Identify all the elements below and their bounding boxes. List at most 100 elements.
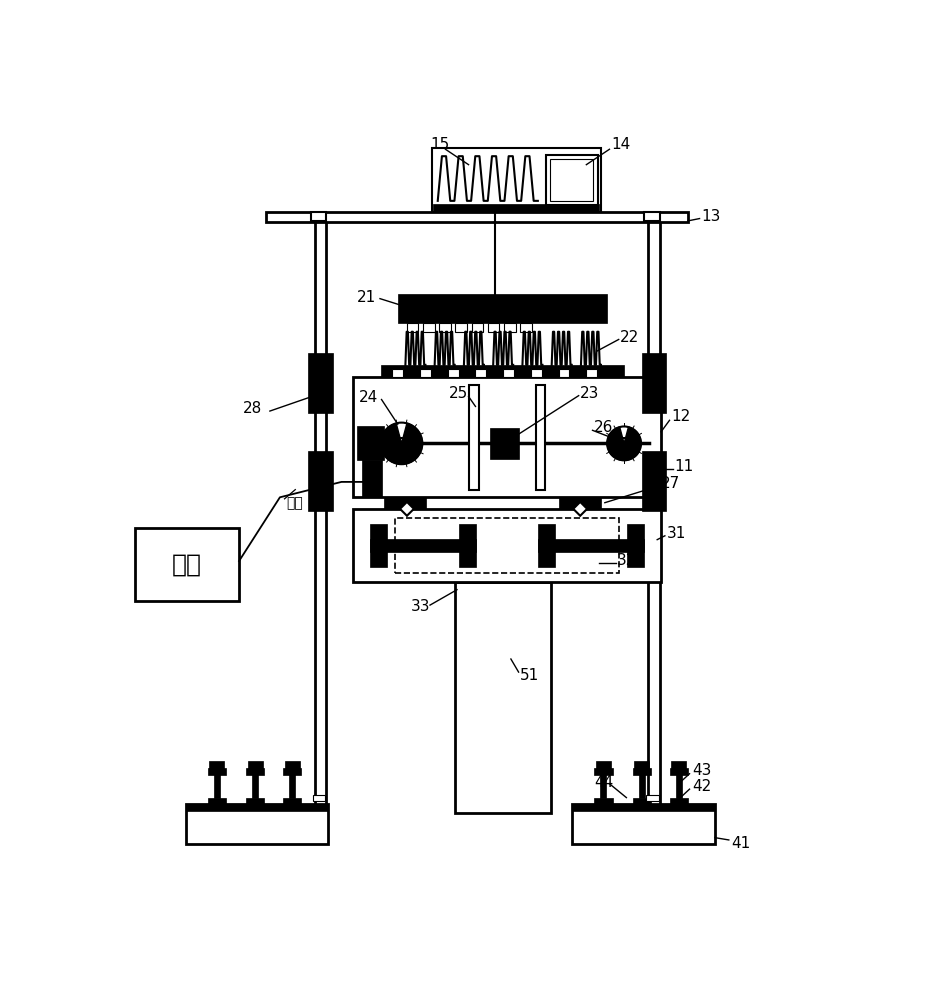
- Bar: [459, 524, 476, 567]
- Bar: [381, 365, 624, 377]
- Bar: [407, 323, 418, 332]
- Text: 28: 28: [243, 401, 262, 416]
- Text: 24: 24: [359, 390, 377, 405]
- Bar: [676, 768, 682, 798]
- Bar: [370, 524, 387, 567]
- Bar: [289, 768, 296, 798]
- Bar: [186, 804, 328, 844]
- Bar: [538, 539, 644, 552]
- Bar: [504, 323, 515, 332]
- Bar: [266, 212, 688, 222]
- Bar: [595, 761, 611, 770]
- Bar: [632, 798, 651, 804]
- Text: 43: 43: [692, 763, 711, 778]
- Bar: [531, 369, 541, 377]
- Bar: [669, 798, 688, 804]
- Bar: [671, 761, 687, 770]
- Bar: [559, 497, 601, 509]
- Bar: [246, 798, 264, 804]
- Bar: [362, 460, 382, 497]
- Bar: [639, 768, 645, 798]
- Polygon shape: [607, 427, 641, 460]
- Text: 27: 27: [661, 476, 680, 491]
- Bar: [285, 761, 300, 770]
- Bar: [313, 795, 325, 801]
- Bar: [536, 385, 545, 490]
- Bar: [353, 509, 661, 582]
- Bar: [559, 369, 569, 377]
- Bar: [208, 768, 226, 774]
- Bar: [208, 798, 226, 804]
- Bar: [488, 323, 500, 332]
- Bar: [600, 768, 606, 798]
- Bar: [353, 377, 661, 497]
- Text: 14: 14: [611, 137, 630, 152]
- Bar: [646, 795, 659, 801]
- Bar: [632, 768, 651, 774]
- Text: 25: 25: [450, 386, 468, 401]
- Polygon shape: [400, 502, 413, 516]
- Bar: [573, 804, 715, 844]
- Bar: [641, 451, 667, 511]
- Text: 26: 26: [594, 420, 614, 436]
- Bar: [384, 497, 426, 509]
- Bar: [503, 369, 514, 377]
- Bar: [476, 369, 487, 377]
- Bar: [357, 426, 384, 460]
- Bar: [448, 369, 459, 377]
- Text: 33: 33: [411, 599, 430, 614]
- Bar: [644, 212, 659, 221]
- Bar: [210, 761, 224, 770]
- Bar: [641, 353, 667, 413]
- Text: 41: 41: [731, 836, 750, 851]
- Polygon shape: [573, 502, 587, 516]
- Bar: [396, 518, 618, 573]
- Bar: [628, 524, 644, 567]
- Bar: [433, 204, 600, 212]
- Bar: [420, 369, 431, 377]
- Bar: [538, 524, 554, 567]
- Bar: [248, 761, 263, 770]
- Text: 11: 11: [674, 459, 693, 474]
- Text: 23: 23: [580, 386, 600, 401]
- Text: 44: 44: [594, 775, 614, 790]
- Text: 电线: 电线: [286, 496, 303, 510]
- Text: 22: 22: [620, 330, 640, 345]
- Bar: [398, 294, 607, 323]
- Bar: [594, 768, 613, 774]
- Bar: [469, 385, 478, 490]
- Bar: [186, 804, 328, 811]
- Bar: [246, 768, 264, 774]
- Text: 42: 42: [692, 779, 711, 794]
- Bar: [283, 798, 301, 804]
- Text: 15: 15: [430, 137, 450, 152]
- Text: 电源: 电源: [172, 553, 202, 577]
- Bar: [471, 299, 544, 319]
- Bar: [432, 148, 601, 212]
- Bar: [546, 155, 598, 205]
- Text: 31: 31: [667, 526, 686, 541]
- Bar: [490, 428, 519, 459]
- Bar: [309, 353, 333, 413]
- Bar: [550, 159, 593, 201]
- Bar: [311, 212, 326, 221]
- Bar: [135, 528, 239, 601]
- Text: 12: 12: [671, 409, 691, 424]
- Polygon shape: [381, 423, 423, 464]
- Bar: [455, 582, 551, 813]
- Text: 13: 13: [701, 209, 720, 224]
- Bar: [455, 323, 467, 332]
- Text: 21: 21: [357, 290, 376, 305]
- Bar: [520, 323, 532, 332]
- Text: 51: 51: [520, 668, 540, 683]
- Bar: [252, 768, 259, 798]
- Bar: [669, 768, 688, 774]
- Bar: [594, 798, 613, 804]
- Bar: [423, 323, 435, 332]
- Bar: [370, 539, 476, 552]
- Bar: [439, 323, 451, 332]
- Text: 32: 32: [617, 553, 637, 568]
- Bar: [573, 804, 715, 811]
- Bar: [587, 369, 597, 377]
- Bar: [213, 768, 220, 798]
